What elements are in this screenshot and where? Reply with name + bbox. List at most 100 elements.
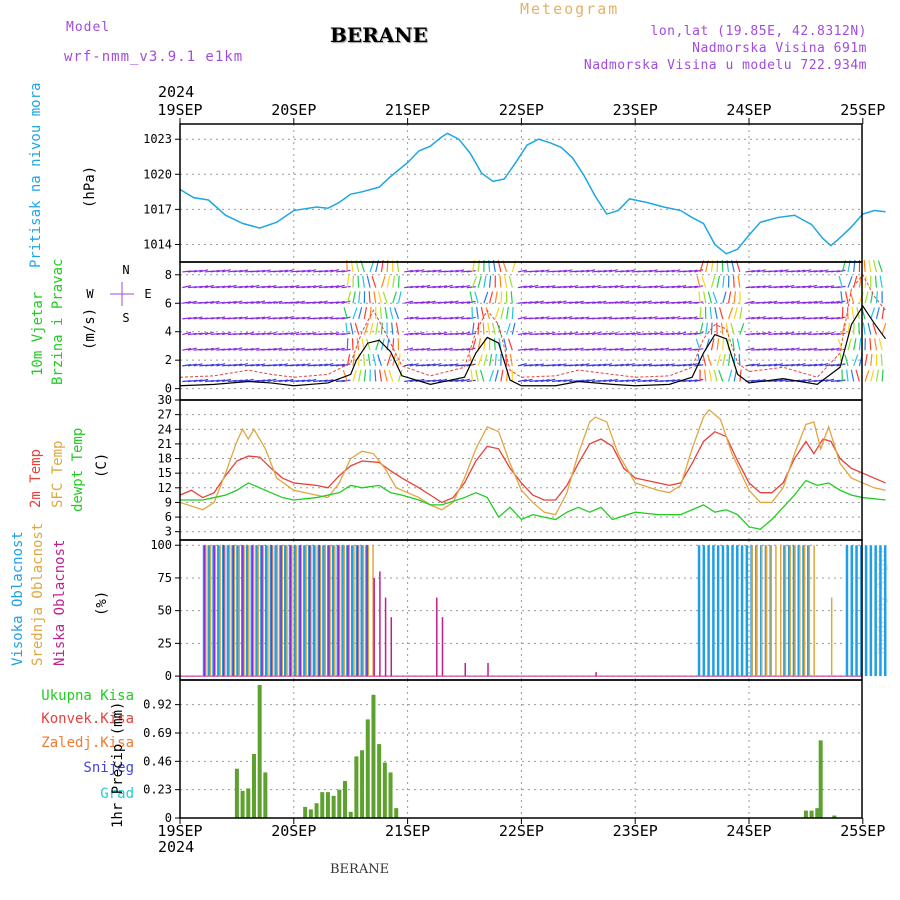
wind-barb — [802, 331, 812, 336]
high-cloud-bar — [745, 545, 749, 677]
wind-barb — [665, 285, 675, 289]
wind-barb — [660, 300, 670, 304]
wind-barb — [479, 369, 485, 382]
mid-cloud-bar — [338, 545, 341, 677]
wind-barb — [719, 307, 724, 320]
wind-barb — [751, 363, 761, 367]
wind-barb — [233, 379, 243, 383]
precip-bar — [246, 788, 251, 818]
wind-barb — [284, 316, 294, 320]
wind-barb — [284, 332, 294, 336]
wind-barb — [466, 379, 476, 383]
wind-barb — [569, 347, 579, 351]
wind-barb — [204, 301, 214, 304]
wind-barb — [455, 348, 465, 351]
model-elevation-label: Nadmorska Visina u modelu 722.934m — [583, 58, 867, 73]
wind-barb — [569, 284, 579, 289]
wind-barb — [631, 364, 641, 367]
wind-barb — [278, 379, 288, 383]
wind-barb — [841, 322, 846, 335]
wind-barb — [415, 331, 425, 336]
wind-barb — [335, 363, 345, 367]
wind-barb — [870, 353, 873, 366]
wind-barb — [730, 322, 735, 335]
wind-barb — [838, 275, 843, 288]
wind-barb — [703, 291, 707, 304]
wind-barb — [363, 369, 367, 382]
wind-barb — [267, 347, 277, 351]
wind-barb — [182, 363, 192, 367]
wind-barb — [193, 285, 203, 289]
wind-barb — [295, 379, 306, 383]
precip-bar — [388, 772, 393, 818]
wind-barb — [256, 300, 266, 304]
date-label-bottom: 19SEP — [157, 822, 202, 840]
wind-barb — [671, 285, 681, 289]
date-label-top: 20SEP — [271, 101, 316, 119]
wind-barb — [697, 353, 701, 366]
wind-barb — [534, 269, 545, 273]
wind-barb — [227, 347, 237, 351]
wind-barb — [881, 369, 884, 382]
wind-barb — [796, 269, 806, 273]
wind-barb — [373, 291, 377, 304]
wind-barb — [301, 332, 311, 336]
low-cloud-bar — [337, 545, 340, 677]
wind-barb — [614, 300, 624, 304]
wind-barb — [846, 369, 849, 382]
wind-barb — [517, 285, 527, 289]
wind-barb — [660, 379, 670, 383]
date-label-top: 19SEP — [157, 101, 202, 119]
low-cloud-bar — [318, 545, 321, 677]
wind-barb — [574, 316, 584, 320]
wind-barb — [367, 353, 371, 366]
low-cloud-bar — [390, 617, 393, 677]
wind-barb — [853, 354, 859, 367]
precip-bar — [303, 806, 308, 818]
wind-barb — [631, 347, 641, 351]
precip-bar — [343, 781, 348, 818]
wind-barb — [415, 285, 425, 289]
wind-barb — [389, 307, 394, 320]
wind-barb — [529, 270, 539, 273]
wind-barb — [796, 332, 806, 336]
low-cloud-bar — [356, 545, 359, 677]
wind-barb — [330, 301, 340, 304]
y-tick-label: 2 — [165, 353, 172, 367]
wind-barb — [409, 316, 419, 320]
wind-barb — [352, 369, 357, 382]
wind-barb — [708, 369, 713, 382]
wind-barb — [614, 270, 624, 273]
wind-barb — [193, 379, 203, 383]
wind-barb — [222, 348, 232, 351]
wind-barb — [290, 331, 300, 336]
wind-barb — [210, 332, 220, 336]
mid-cloud-bar — [775, 545, 777, 677]
wind-barb — [841, 306, 844, 319]
wind-barb — [706, 354, 713, 367]
wind-barb — [227, 363, 237, 367]
wind-barb — [540, 348, 550, 351]
wind-barb — [505, 353, 508, 366]
high-cloud-bar — [712, 545, 715, 677]
wind-barb — [250, 270, 260, 273]
wind-barb — [517, 363, 527, 367]
high-cloud-bar — [879, 545, 882, 677]
date-label-top: 23SEP — [613, 101, 658, 119]
wind-barb — [330, 364, 340, 367]
low-cloud-bar — [203, 545, 206, 677]
wind-barb — [362, 275, 365, 288]
wind-barb — [825, 378, 835, 383]
wind-barb — [494, 353, 497, 366]
wind-barb — [779, 285, 789, 289]
low-cloud-bar — [487, 662, 489, 677]
wind-barb — [307, 348, 317, 351]
wind-barb — [677, 331, 687, 336]
wind-barb — [295, 363, 306, 367]
wind-barb — [233, 332, 243, 336]
wind-barb — [358, 307, 363, 320]
wind-barb — [517, 348, 527, 351]
wind-barb — [586, 332, 596, 336]
wind-barb — [466, 286, 476, 289]
wind-barb — [671, 332, 681, 336]
